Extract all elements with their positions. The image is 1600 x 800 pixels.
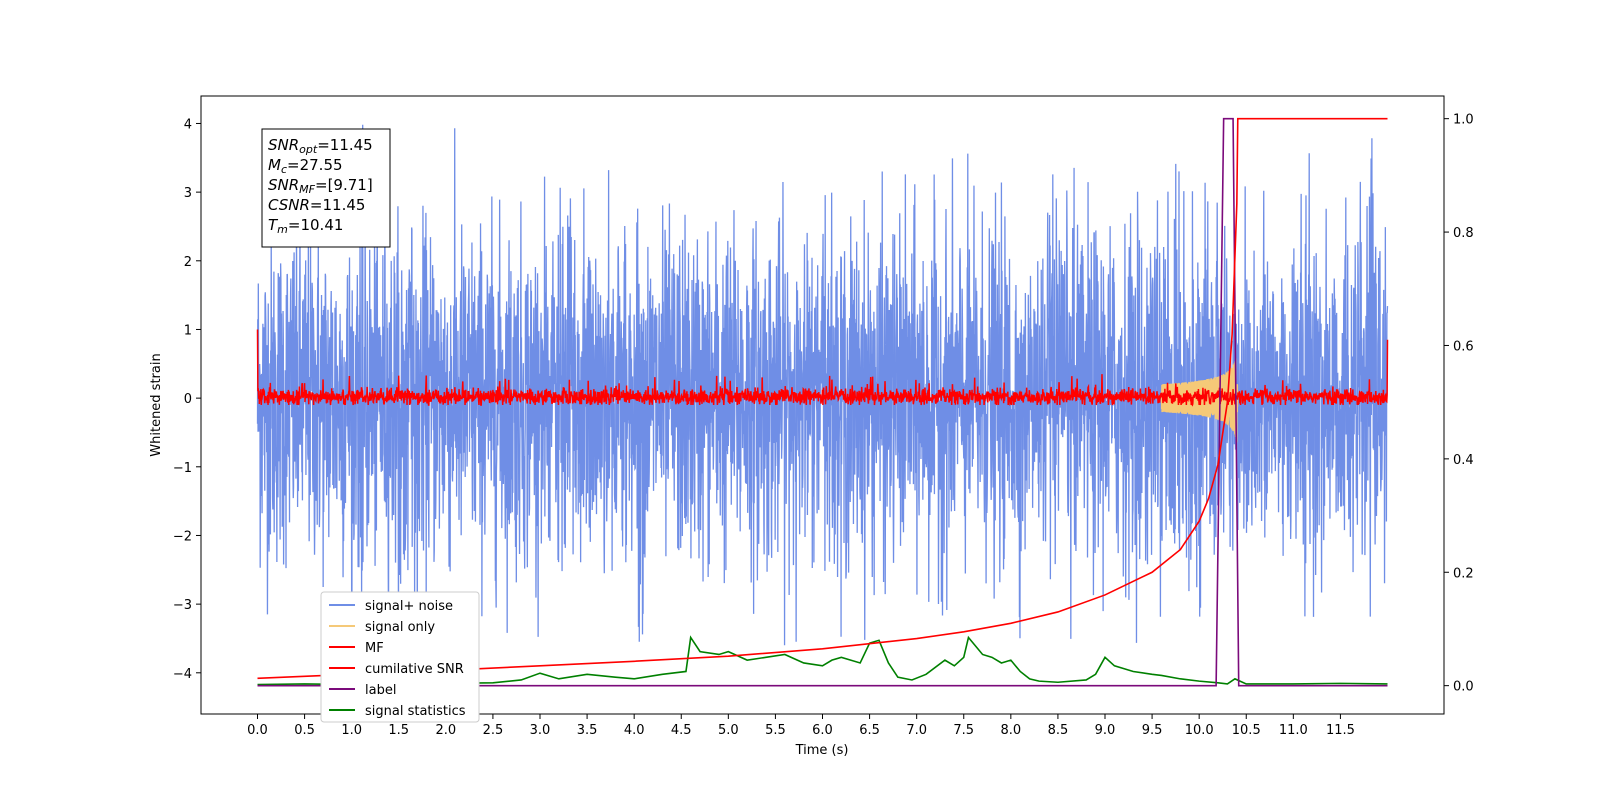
- series-label-line: [257, 117, 1388, 687]
- legend-entry-label: signal only: [365, 620, 435, 635]
- y2-tick-label: 0.2: [1453, 566, 1474, 581]
- y2-tick-label: 0.4: [1453, 453, 1474, 468]
- plot-area: [256, 117, 1389, 687]
- x-tick-label: 7.0: [906, 723, 927, 738]
- y-tick-label: −4: [173, 667, 192, 682]
- legend-entry-label: label: [365, 683, 396, 698]
- x-tick-label: 10.0: [1185, 723, 1214, 738]
- series-signal-statistics-line: [257, 635, 1388, 686]
- x-tick-label: 6.5: [859, 723, 880, 738]
- annotation-frame: [261, 128, 391, 248]
- legend-entry-label: cumilative SNR: [365, 662, 464, 677]
- y-tick-label: −2: [173, 529, 192, 544]
- x-tick-label: 9.5: [1142, 723, 1163, 738]
- x-tick-label: 11.5: [1326, 723, 1355, 738]
- x-tick-label: 6.0: [812, 723, 833, 738]
- y2-tick-label: 1.0: [1453, 113, 1474, 128]
- x-tick-label: 5.5: [765, 723, 786, 738]
- y-tick-label: 3: [184, 186, 192, 201]
- x-tick-label: 2.5: [483, 723, 504, 738]
- annotation-line: CSNR=11.45: [268, 196, 365, 214]
- legend: signal+ noise signal only MF cumilative SNR…: [320, 591, 480, 723]
- x-axis: 0.0 0.5 1.0 1.5 2.0 2.5 3.0 3.5 4.0 4.5 5.0 5.5 6.0 6…: [247, 714, 1355, 738]
- annotation-line: Tm=10.41: [268, 216, 343, 236]
- y-tick-label: 4: [184, 117, 192, 132]
- y-tick-label: 1: [184, 323, 192, 338]
- x-tick-label: 1.5: [388, 723, 409, 738]
- annotation-box: SNRopt=11.45Mc=27.55SNRMF=[9.71]CSNR=11.…: [261, 128, 391, 248]
- x-tick-label: 10.5: [1232, 723, 1261, 738]
- y-tick-label: −1: [173, 461, 192, 476]
- x-tick-label: 8.5: [1048, 723, 1069, 738]
- x-tick-label: 4.5: [671, 723, 692, 738]
- y-tick-label: 2: [184, 255, 192, 270]
- annotation-line: SNRMF=[9.71]: [268, 176, 373, 196]
- series-cumulative-snr-line: [257, 117, 1388, 680]
- series-mf-line: [256, 329, 1389, 407]
- legend-entry-label: MF: [365, 641, 384, 656]
- y-tick-label: −3: [173, 598, 192, 613]
- y-tick-label: 0: [184, 392, 192, 407]
- x-tick-label: 0.0: [247, 723, 268, 738]
- legend-entry-label: signal statistics: [365, 704, 466, 719]
- x-tick-label: 0.5: [294, 723, 315, 738]
- annotation-line: Mc=27.55: [268, 156, 343, 176]
- y2-tick-label: 0.8: [1453, 226, 1474, 241]
- legend-entry-label: signal+ noise: [365, 599, 453, 614]
- x-tick-label: 4.0: [624, 723, 645, 738]
- x-tick-label: 3.5: [577, 723, 598, 738]
- x-tick-label: 7.5: [953, 723, 974, 738]
- y-axis-right: 0.0 0.2 0.4 0.6 0.8 1.0: [1444, 113, 1474, 695]
- annotation-line: SNRopt=11.45: [268, 136, 373, 156]
- y2-tick-label: 0.6: [1453, 339, 1474, 354]
- series-signal-noise-line: [256, 124, 1389, 646]
- y-axis-left: −4 −3 −2 −1 0 1 2 3 4: [173, 117, 201, 682]
- x-tick-label: 9.0: [1095, 723, 1116, 738]
- legend-frame: [320, 591, 480, 723]
- x-axis-label: Time (s): [795, 743, 849, 758]
- x-tick-label: 11.0: [1279, 723, 1308, 738]
- x-tick-label: 8.0: [1000, 723, 1021, 738]
- x-tick-label: 2.0: [435, 723, 456, 738]
- y-axis-label: Whitened strain: [149, 353, 164, 456]
- x-tick-label: 5.0: [718, 723, 739, 738]
- y2-tick-label: 0.0: [1453, 680, 1474, 695]
- x-tick-label: 3.0: [530, 723, 551, 738]
- x-tick-label: 1.0: [341, 723, 362, 738]
